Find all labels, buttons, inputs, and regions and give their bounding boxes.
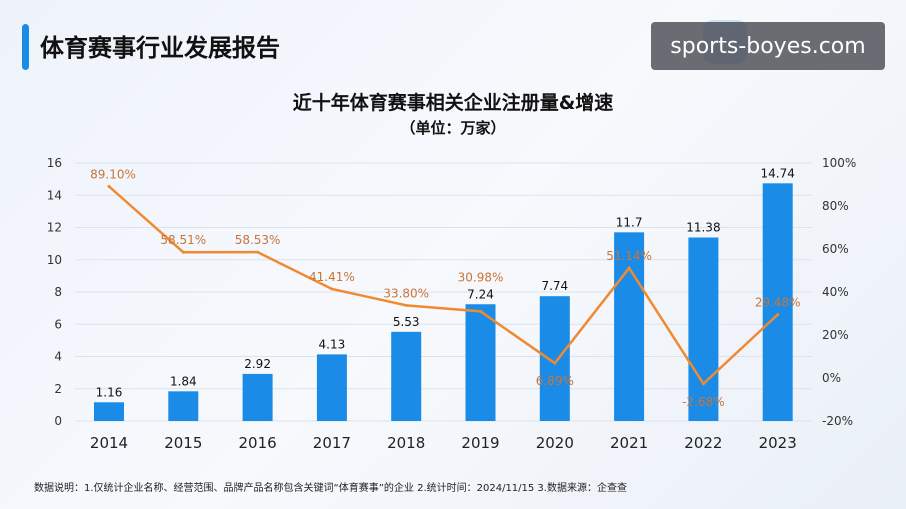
- line-label: 41.41%: [309, 270, 355, 284]
- y-right-tick: 20%: [822, 328, 849, 342]
- bar: [94, 402, 124, 421]
- y-left-tick: 0: [54, 414, 62, 428]
- line-label: 33.80%: [383, 286, 429, 300]
- x-tick: 2016: [239, 434, 277, 452]
- bar-label: 7.24: [467, 287, 494, 301]
- line-point: [553, 361, 557, 365]
- line-label: 51.14%: [606, 249, 652, 263]
- watermark: sports-boyes.com: [651, 22, 885, 70]
- bar-label: 11.38: [686, 220, 720, 234]
- y-left-tick: 16: [47, 156, 62, 170]
- title-accent-bar: [22, 24, 29, 70]
- bar-label: 7.74: [541, 279, 568, 293]
- y-left-tick: 10: [47, 253, 62, 267]
- chart-subtitle: （单位：万家）: [400, 119, 506, 137]
- x-tick: 2023: [759, 434, 797, 452]
- y-right-tick: 80%: [822, 199, 849, 213]
- x-tick: 2015: [164, 434, 202, 452]
- x-tick: 2022: [684, 434, 722, 452]
- chart-title: 近十年体育赛事相关企业注册量&增速: [292, 92, 614, 114]
- y-right-tick: 100%: [822, 156, 856, 170]
- bar-label: 5.53: [393, 315, 420, 329]
- bar: [539, 296, 570, 421]
- footnote: 数据说明：1.仅统计企业名称、经营范围、品牌产品名称包含关键词“体育赛事”的企业…: [34, 483, 627, 494]
- line-label: 29.48%: [755, 296, 801, 310]
- bar: [465, 304, 496, 421]
- y-left-tick: 8: [54, 285, 62, 299]
- y-left-tick: 4: [54, 350, 62, 364]
- y-left-tick: 12: [47, 221, 62, 235]
- x-tick: 2017: [313, 434, 351, 452]
- bar-label: 2.92: [244, 357, 271, 371]
- y-left-tick: 14: [47, 188, 62, 202]
- bar: [614, 232, 645, 421]
- growth-line: [108, 185, 779, 386]
- line-label: 30.98%: [458, 270, 504, 284]
- line-point: [479, 309, 482, 313]
- line-point: [107, 184, 111, 188]
- bar-label: 1.16: [96, 385, 123, 399]
- bar: [391, 331, 422, 421]
- x-tick: 2020: [536, 434, 574, 452]
- y-left-tick: 2: [54, 382, 62, 396]
- line-point: [776, 313, 780, 317]
- bar-label: 14.74: [761, 166, 795, 180]
- bar: [168, 391, 199, 421]
- bar-label: 11.7: [616, 215, 643, 229]
- y-left-tick: 6: [54, 317, 62, 331]
- x-tick: 2018: [387, 434, 425, 452]
- page-title: 体育赛事行业发展报告: [40, 34, 280, 62]
- bar-label: 1.84: [170, 374, 197, 388]
- line-point: [627, 266, 631, 270]
- bar: [242, 373, 273, 421]
- line-point: [330, 287, 334, 291]
- y-right-tick: 60%: [822, 242, 849, 256]
- y-right-tick: 40%: [822, 285, 849, 299]
- bar: [762, 183, 793, 421]
- line-label: 58.53%: [235, 233, 281, 247]
- line-point: [256, 250, 260, 254]
- bar-label: 4.13: [319, 337, 346, 351]
- line-label: 58.51%: [160, 233, 206, 247]
- y-right-tick: -20%: [822, 414, 853, 428]
- line-label: -2.68%: [682, 395, 724, 409]
- bar: [688, 237, 719, 421]
- line-label: 6.89%: [536, 374, 574, 388]
- x-tick: 2021: [610, 434, 648, 452]
- line-point: [701, 382, 705, 386]
- x-tick: 2019: [461, 434, 499, 452]
- bar: [316, 354, 347, 421]
- line-point: [404, 303, 408, 307]
- x-tick: 2014: [90, 434, 128, 452]
- y-right-tick: 0%: [822, 371, 841, 385]
- line-label: 89.10%: [90, 167, 136, 181]
- line-point: [181, 250, 185, 254]
